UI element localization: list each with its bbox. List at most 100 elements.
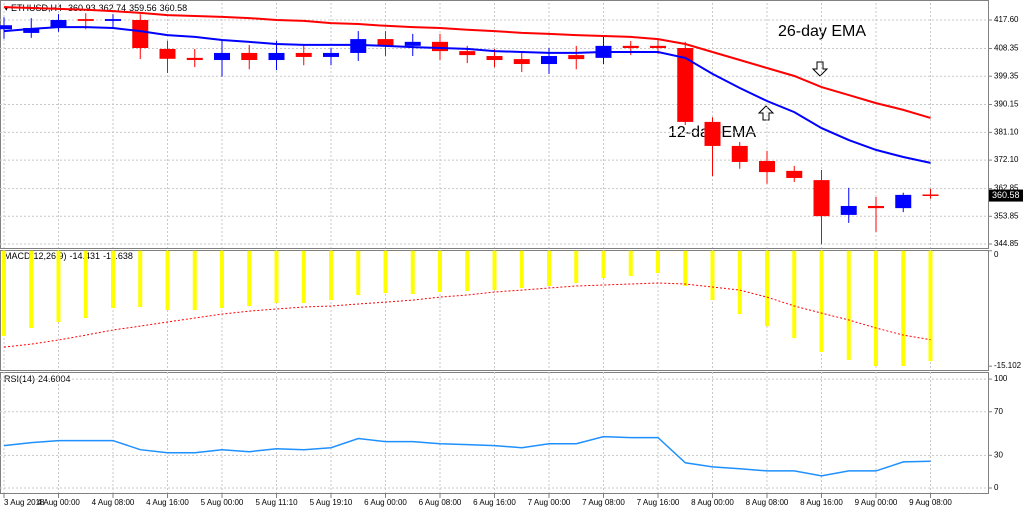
rsi-header: RSI(14) 24.6004 — [4, 374, 71, 384]
macd-bar — [846, 250, 851, 361]
marks-layer — [0, 3, 988, 493]
candle-body — [568, 55, 585, 60]
macd-bar — [519, 250, 524, 288]
y-tick-label: 417.60 — [994, 15, 1019, 24]
candle-body — [922, 194, 939, 196]
macd-bar — [301, 250, 306, 304]
candle-body — [459, 51, 476, 56]
ema-line — [3, 26, 931, 164]
macd-bar — [737, 250, 742, 315]
macd-bar — [492, 250, 497, 291]
macd-bar — [901, 250, 906, 367]
candle-body — [50, 19, 67, 28]
candle-body — [677, 48, 694, 122]
last-open: 360.93 — [68, 3, 96, 13]
macd-bar — [2, 250, 6, 337]
y-tick-label: 100 — [994, 374, 1008, 383]
x-tick-label: 6 Aug 00:00 — [364, 498, 407, 507]
x-tick-label: 8 Aug 00:00 — [691, 498, 734, 507]
last-close: 360.58 — [160, 3, 188, 13]
macd-bar — [683, 250, 688, 286]
macd-bar — [547, 250, 551, 286]
x-tick-label: 5 Aug 00:00 — [201, 498, 244, 507]
candle-body — [323, 52, 339, 57]
ema12-arrow — [757, 105, 775, 121]
candle-body — [704, 121, 721, 146]
y-tick-label: 381.10 — [994, 127, 1019, 136]
macd-bar — [56, 250, 61, 322]
macd-bar — [928, 250, 933, 362]
x-tick-label: 7 Aug 16:00 — [637, 498, 680, 507]
last-high: 362.74 — [99, 3, 127, 13]
y-tick-label: -15.102 — [994, 361, 1022, 370]
candle-body — [132, 19, 149, 49]
macd-bar — [83, 250, 88, 319]
macd-bar — [874, 250, 878, 367]
rsi-line — [3, 435, 931, 477]
y-tick-label: 399.35 — [994, 71, 1019, 80]
x-tick-label: 7 Aug 00:00 — [528, 498, 571, 507]
candle-body — [214, 52, 230, 61]
x-tick-label: 5 Aug 11:10 — [255, 498, 298, 507]
macd-bar — [438, 250, 442, 293]
candle-body — [513, 59, 530, 65]
ema26-annotation: 26-day EMA — [778, 23, 866, 40]
y-tick-label: 30 — [994, 450, 1003, 459]
macd-bar — [220, 250, 224, 309]
candle-body — [432, 41, 448, 52]
y-tick-label: 353.85 — [994, 211, 1019, 220]
macd-bar — [29, 250, 34, 329]
candle-body — [105, 19, 121, 21]
x-tick-label: 9 Aug 00:00 — [855, 498, 898, 507]
y-tick-label: 390.15 — [994, 100, 1019, 109]
candle-body — [840, 205, 857, 215]
macd-bar — [247, 250, 252, 307]
candle-body — [786, 170, 803, 178]
macd-bar — [765, 250, 769, 327]
candle-body — [377, 39, 394, 46]
macd-bar — [465, 250, 470, 292]
candle-body — [295, 52, 312, 57]
macd-bar — [138, 250, 143, 308]
candle-body — [813, 180, 830, 217]
candle-body — [23, 28, 40, 33]
macd-title: MACD(12,26,9) — [4, 251, 67, 261]
candle-body — [404, 41, 421, 46]
candle-body — [486, 56, 503, 61]
x-tick-label: 7 Aug 08:00 — [582, 498, 625, 507]
macd-bar — [792, 250, 797, 339]
price-tag — [989, 189, 1023, 202]
ema26-arrow — [811, 61, 829, 77]
candle-body — [731, 145, 748, 162]
macd-bar — [329, 250, 333, 301]
macd-bar — [192, 250, 197, 310]
macd-bar — [656, 250, 660, 274]
macd-bar — [165, 250, 170, 310]
x-tick-label: 4 Aug 00:00 — [37, 498, 80, 507]
header-arrow: ▾ — [4, 3, 11, 13]
x-tick-label: 4 Aug 16:00 — [146, 498, 189, 507]
x-tick-label: 9 Aug 08:00 — [909, 498, 952, 507]
macd-bar — [274, 250, 279, 304]
x-tick-label: 5 Aug 19:10 — [310, 498, 353, 507]
y-tick-label: 408.35 — [994, 44, 1019, 53]
candle-body — [77, 19, 94, 21]
macd-bar — [383, 250, 388, 294]
x-tick-label: 3 Aug 2018 — [4, 498, 45, 507]
x-tick-label: 8 Aug 16:00 — [800, 498, 843, 507]
candle-body — [159, 48, 176, 59]
y-tick-label: 0 — [994, 483, 999, 492]
macd-bar — [628, 250, 633, 277]
last-low: 359.56 — [129, 3, 157, 13]
candle-body — [541, 56, 557, 65]
candle-body — [186, 57, 203, 61]
macd-bar — [574, 250, 579, 284]
signal-line — [3, 282, 931, 348]
candle-body — [650, 45, 666, 49]
rsi-title: RSI(14) — [4, 374, 35, 384]
candle-body — [895, 194, 912, 209]
y-tick-label: 344.85 — [994, 239, 1019, 248]
x-tick-label: 6 Aug 08:00 — [419, 498, 462, 507]
